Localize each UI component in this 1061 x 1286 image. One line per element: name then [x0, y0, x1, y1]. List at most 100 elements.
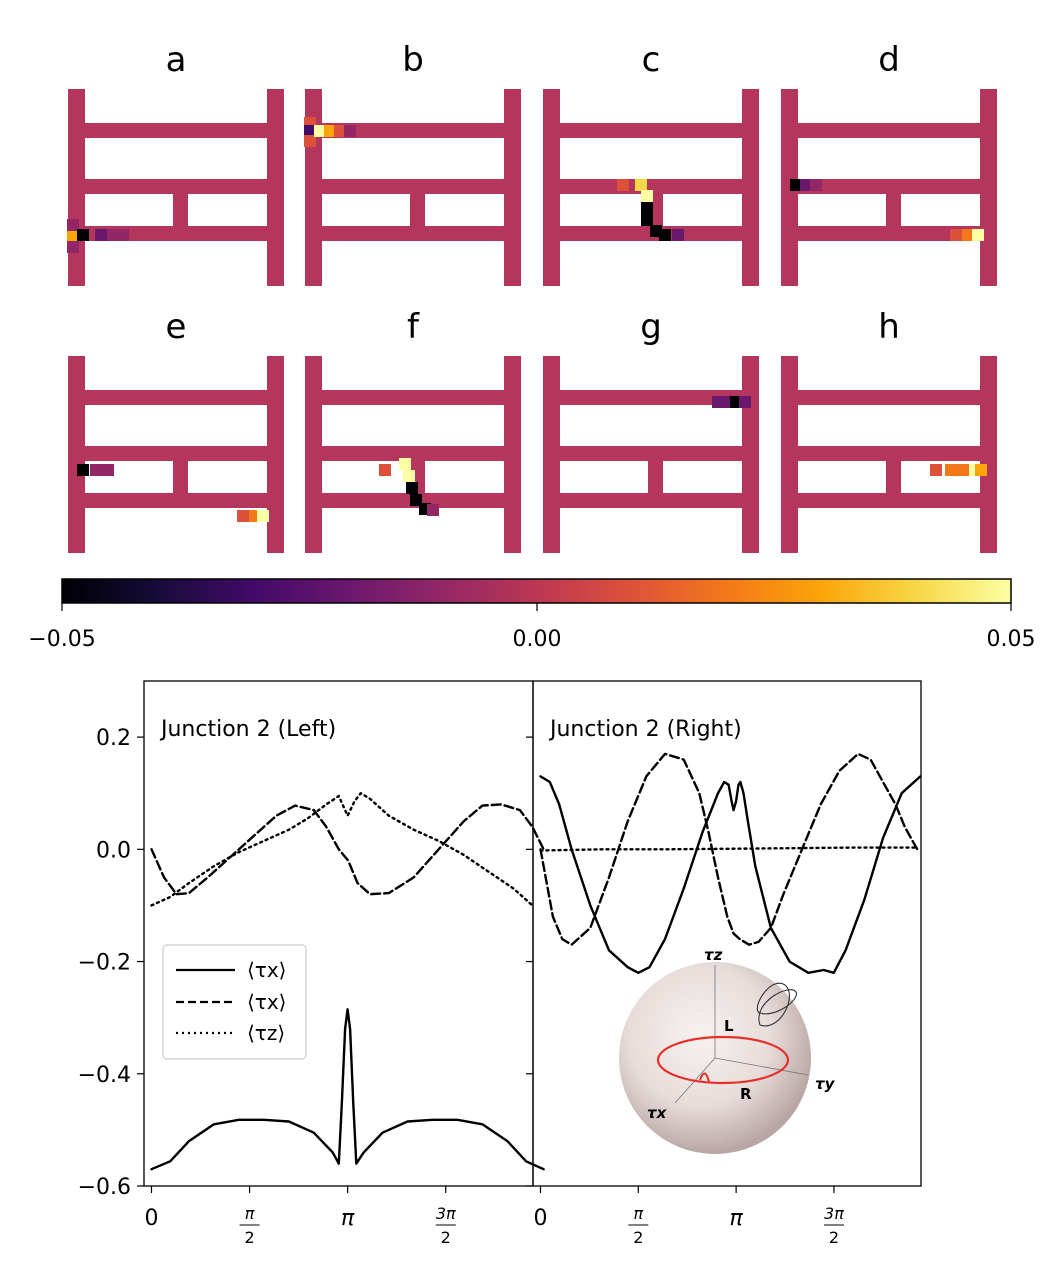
lattice-highlight-pixel	[950, 229, 962, 241]
lattice-highlight-pixel	[641, 202, 653, 214]
lattice-highlight-pixel	[712, 396, 724, 408]
lattice-panel-d: d	[781, 40, 997, 286]
x-tick-denominator: 2	[441, 1228, 451, 1247]
lattice-highlight-pixel	[67, 219, 79, 231]
lattice-top-bar	[798, 390, 980, 405]
lattice-highlight-pixel	[962, 229, 974, 241]
lattice-highlight-pixel	[957, 464, 969, 476]
panel-label-a: a	[166, 40, 187, 80]
panel-label-e: e	[166, 307, 187, 347]
lattice-highlight-pixel	[314, 125, 326, 137]
lattice-highlight-pixel	[810, 179, 822, 191]
lattice-top-bar	[85, 123, 267, 138]
legend-entry-3: ⟨τz⟩	[247, 1021, 285, 1045]
lattice-left-rail	[543, 89, 560, 286]
series-line-right-dashed	[539, 752, 919, 946]
lattice-panel-f: f	[305, 307, 521, 553]
lattice-right-rail	[742, 89, 759, 286]
x-tick-label-right: 0	[533, 1206, 547, 1231]
red-trajectory-dip	[699, 1072, 710, 1083]
lattice-left-rail	[543, 356, 560, 553]
lattice-middle-bar	[85, 446, 267, 461]
lattice-bottom-bar	[798, 493, 980, 508]
bloch-sphere-inset: τz τy τx L R	[619, 946, 836, 1154]
lattice-junction-stub	[648, 461, 663, 493]
lattice-bottom-bar	[322, 226, 504, 241]
x-tick-label-left: 3π2	[435, 1204, 456, 1247]
y-tick-label: 0.0	[96, 838, 131, 863]
x-tick-numerator: π	[633, 1204, 643, 1223]
x-tick-denominator: 2	[829, 1228, 839, 1247]
legend-entry-2: ⟨τx⟩	[247, 990, 286, 1014]
lattice-highlight-pixel	[672, 229, 684, 241]
label-R: R	[740, 1085, 752, 1103]
lattice-middle-bar	[322, 446, 504, 461]
y-tick-label: −0.2	[78, 951, 131, 976]
lattice-highlight-pixel	[67, 229, 79, 241]
lattice-highlight-pixel	[975, 464, 987, 476]
lattice-highlight-pixel	[379, 464, 391, 476]
lattice-right-rail	[504, 89, 521, 286]
panel-label-g: g	[640, 307, 662, 347]
x-tick-label-right: 3π2	[823, 1204, 844, 1247]
lattice-junction-stub	[173, 194, 188, 226]
x-tick-label-left: π	[341, 1206, 355, 1231]
panel-label-d: d	[878, 40, 900, 80]
colorbar-tick-mid: 0.00	[513, 627, 562, 652]
lattice-highlight-pixel	[95, 229, 107, 241]
lattice-top-bar	[798, 123, 980, 138]
lattice-highlight-pixel	[739, 396, 751, 408]
lattice-left-rail	[781, 356, 798, 553]
panel-label-c: c	[642, 40, 661, 80]
legend-entry-1: ⟨τx⟩	[247, 958, 286, 982]
y-tick-label: 0.2	[96, 726, 131, 751]
annotation-left: Junction 2 (Left)	[159, 717, 336, 742]
lattice-left-rail	[68, 356, 85, 553]
lattice-highlight-pixel	[399, 458, 411, 470]
lattice-highlight-pixel	[635, 179, 647, 191]
lattice-highlight-pixel	[102, 464, 114, 476]
lattice-bottom-bar	[798, 226, 980, 241]
lattice-right-rail	[980, 356, 997, 553]
lattice-right-rail	[504, 356, 521, 553]
x-tick-label-right: π	[730, 1206, 744, 1231]
annotation-right: Junction 2 (Right)	[548, 717, 742, 742]
lattice-junction-stub	[173, 461, 188, 493]
lattice-junction-stub	[410, 194, 425, 226]
series-line-left-dotted	[150, 792, 534, 907]
lattice-middle-bar	[560, 446, 742, 461]
panel-label-h: h	[878, 307, 900, 347]
lattice-junction-stub	[886, 461, 901, 493]
lattice-highlight-pixel	[790, 179, 802, 191]
lattice-panel-h: h	[781, 307, 997, 553]
series-line-right-solid	[539, 775, 922, 974]
colorbar-gradient	[61, 578, 1012, 604]
lattice-panel-c: c	[543, 40, 759, 286]
lattice-right-rail	[267, 89, 284, 286]
lattice-middle-bar	[560, 179, 742, 194]
lattice-top-bar	[322, 390, 504, 405]
lattice-highlight-pixel	[304, 135, 316, 147]
x-tick-label-right: π2	[628, 1204, 649, 1247]
colorbar: −0.05 0.00 0.05	[28, 578, 1035, 652]
lattice-panel-a: a	[67, 40, 284, 286]
colorbar-tick-min: −0.05	[28, 627, 95, 652]
lattice-left-rail	[305, 356, 322, 553]
y-axis-ticks: 0.2 0.0 −0.2 −0.4 −0.6	[78, 726, 533, 1200]
lattice-highlight-pixel	[90, 464, 102, 476]
lattice-highlight-pixel	[257, 510, 269, 522]
lattice-top-bar	[560, 123, 742, 138]
lattice-highlight-pixel	[77, 464, 89, 476]
lattice-middle-bar	[798, 179, 980, 194]
lattice-left-rail	[781, 89, 798, 286]
lattice-highlight-pixel	[324, 125, 336, 137]
lattice-top-bar	[85, 390, 267, 405]
series-left	[150, 792, 545, 1171]
lattice-highlight-pixel	[334, 125, 346, 137]
series-line-left-dashed	[150, 803, 545, 896]
x-tick-denominator: 2	[633, 1228, 643, 1247]
